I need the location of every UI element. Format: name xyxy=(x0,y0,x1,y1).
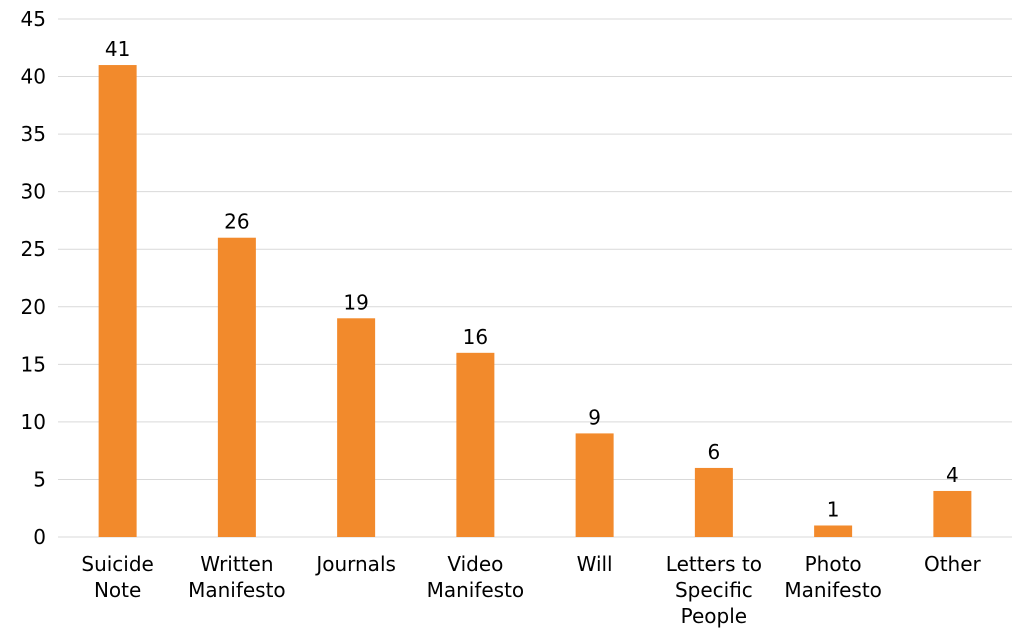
y-tick-label: 45 xyxy=(21,7,46,31)
x-category-label: Video Manifesto xyxy=(427,552,525,602)
bar xyxy=(456,352,495,537)
y-tick-label: 35 xyxy=(21,122,46,146)
bars xyxy=(98,65,972,538)
data-label: 41 xyxy=(105,37,130,61)
x-category-label-line: Journals xyxy=(314,552,396,576)
y-tick-label: 5 xyxy=(33,467,46,491)
data-labels: 41 26 19 16 9 6 1 4 xyxy=(105,37,959,521)
bar xyxy=(337,318,376,537)
bar xyxy=(217,237,256,537)
x-category-label: Photo Manifesto xyxy=(784,552,882,602)
x-category-label-line: People xyxy=(681,604,747,628)
x-category-label-line: Written xyxy=(200,552,273,576)
bar xyxy=(575,433,614,537)
data-label: 4 xyxy=(946,463,959,487)
y-tick-label: 40 xyxy=(21,65,46,89)
data-label: 19 xyxy=(343,290,368,314)
y-axis-ticks: 0 5 10 15 20 25 30 35 40 45 xyxy=(21,7,46,549)
x-category-label-line: Video xyxy=(447,552,503,576)
data-label: 16 xyxy=(463,325,488,349)
x-category-label-line: Other xyxy=(924,552,982,576)
data-label: 1 xyxy=(827,497,840,521)
x-category-label-line: Photo xyxy=(805,552,862,576)
x-category-label-line: Suicide xyxy=(81,552,153,576)
x-category-label-line: Manifesto xyxy=(427,578,525,602)
y-tick-label: 15 xyxy=(21,352,46,376)
bar xyxy=(814,525,853,537)
x-category-label-line: Letters to xyxy=(666,552,762,576)
data-label: 9 xyxy=(588,405,601,429)
data-label: 26 xyxy=(224,210,249,234)
grid-lines xyxy=(58,18,1012,538)
x-category-label: Other xyxy=(924,552,982,576)
x-category-label-line: Specific xyxy=(675,578,753,602)
bar xyxy=(98,65,137,538)
y-tick-label: 0 xyxy=(33,525,46,549)
x-category-label: Journals xyxy=(314,552,396,576)
data-label: 6 xyxy=(708,440,721,464)
y-tick-label: 20 xyxy=(21,295,46,319)
bar xyxy=(694,467,733,537)
y-tick-label: 30 xyxy=(21,180,46,204)
x-category-label-line: Will xyxy=(577,552,613,576)
x-category-label: Written Manifesto xyxy=(188,552,286,602)
x-category-label-line: Manifesto xyxy=(784,578,882,602)
x-category-label: Will xyxy=(577,552,613,576)
y-tick-label: 25 xyxy=(21,237,46,261)
x-category-label: Suicide Note xyxy=(81,552,153,602)
y-tick-label: 10 xyxy=(21,410,46,434)
x-category-label-line: Note xyxy=(94,578,141,602)
x-category-label-line: Manifesto xyxy=(188,578,286,602)
bar xyxy=(933,490,972,537)
x-category-label: Letters to Specific People xyxy=(666,552,762,628)
